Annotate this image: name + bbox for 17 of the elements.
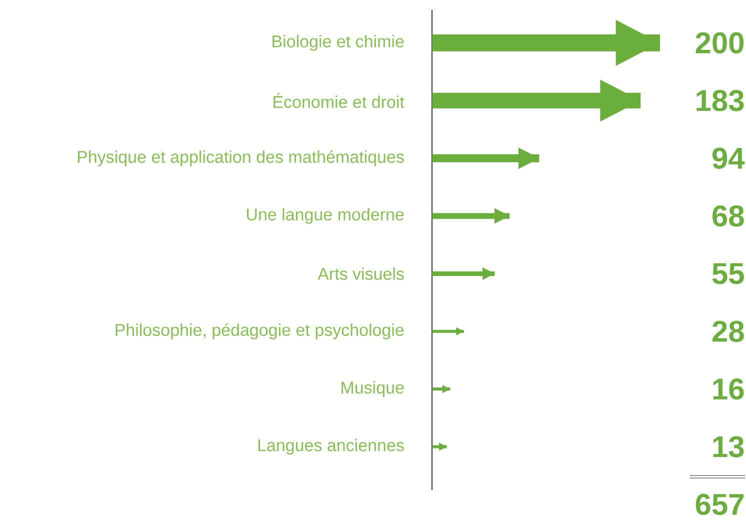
y-tick-label: Musique xyxy=(342,381,404,397)
y-tick-label: Économie et droit xyxy=(274,93,404,108)
data-label: 200 xyxy=(696,32,744,54)
data-label: 183 xyxy=(696,90,744,112)
data-label: 16 xyxy=(713,378,744,400)
text: 657 xyxy=(696,494,744,516)
y-tick-label: Une langue moderne xyxy=(247,208,404,224)
data-label: 28 xyxy=(712,320,744,342)
y-tick-label: Langues anciennes xyxy=(258,438,404,455)
y-tick-label: Philosophie, pédagogie et psychologie xyxy=(116,323,404,340)
y-tick-label: Biologie et chimie xyxy=(272,34,404,51)
data-label: 68 xyxy=(712,205,744,227)
data-label: 94 xyxy=(712,148,745,169)
y-tick-label: Physique et application des mathématiques xyxy=(78,150,404,166)
data-label: 55 xyxy=(712,263,744,284)
data-label: 13 xyxy=(713,436,744,458)
y-tick-label: Arts visuels xyxy=(318,267,404,280)
